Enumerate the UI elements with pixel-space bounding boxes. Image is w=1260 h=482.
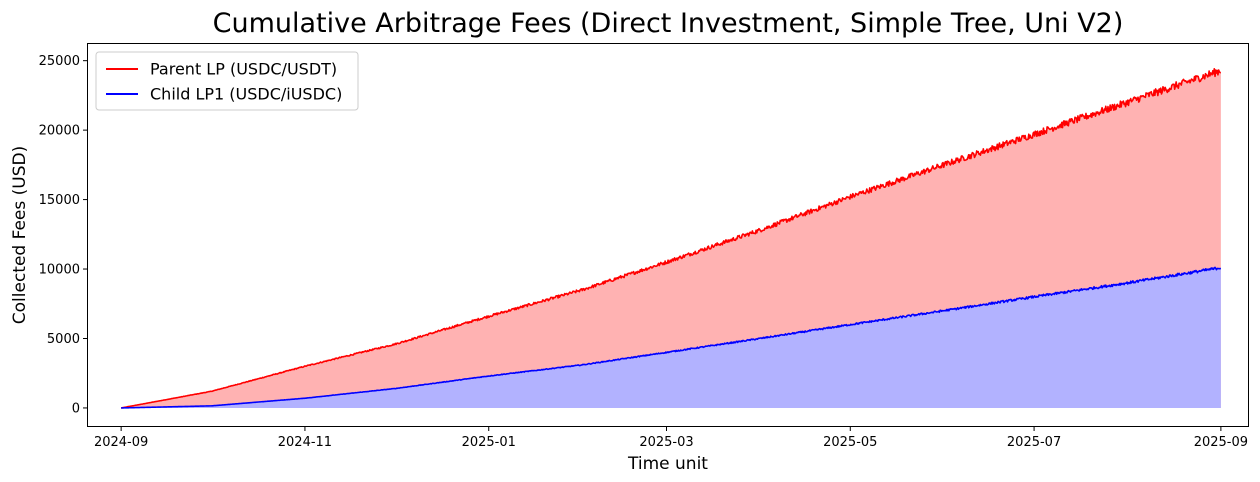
x-tick-label: 2024-11 <box>278 435 332 450</box>
y-tick-label: 0 <box>72 401 80 416</box>
x-tick-label: 2025-03 <box>639 435 693 450</box>
x-tick-label: 2025-09 <box>1194 435 1248 450</box>
series-line-1 <box>121 67 1221 409</box>
x-axis-label: Time unit <box>627 454 708 474</box>
y-tick-label: 5000 <box>47 332 80 347</box>
x-tick-label: 2025-01 <box>462 435 516 450</box>
y-tick-label: 25000 <box>39 54 80 69</box>
x-tick-label: 2024-09 <box>94 435 148 450</box>
legend-label: Child LP1 (USDC/iUSDC) <box>150 85 342 104</box>
chart-title: Cumulative Arbitrage Fees (Direct Invest… <box>213 8 1124 39</box>
area-fills <box>121 68 1221 408</box>
series-line-2 <box>121 266 1221 409</box>
legend-label: Parent LP (USDC/USDT) <box>150 60 337 79</box>
plot-frame <box>87 43 1249 427</box>
y-axis-label: Collected Fees (USD) <box>10 146 30 324</box>
series-lines <box>121 67 1221 409</box>
y-tick-label: 20000 <box>39 124 80 139</box>
x-axis: 2024-09 2024-11 2025-01 2025-03 2025-05 2025-… <box>94 426 1248 450</box>
x-tick-label: 2025-07 <box>1007 435 1061 450</box>
y-tick-label: 15000 <box>39 193 80 208</box>
legend-box <box>95 51 359 111</box>
area-fill-series-2 <box>121 267 1221 408</box>
y-tick-label: 10000 <box>39 263 80 278</box>
y-axis: 0 5000 10000 15000 20000 25000 <box>39 54 88 416</box>
x-tick-label: 2025-05 <box>823 435 877 450</box>
legend: Parent LP (USDC/USDT) Child LP1 (USDC/iUS… <box>95 51 359 111</box>
